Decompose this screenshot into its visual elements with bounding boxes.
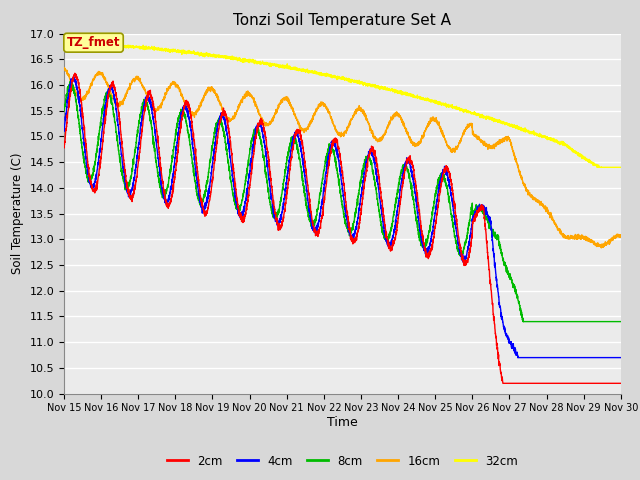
8cm (406, 181, 414, 187)
8cm (216, 118, 223, 124)
2cm (180, 108, 188, 114)
32cm (406, 92, 414, 98)
4cm (216, 115, 223, 121)
2cm (617, 381, 625, 386)
8cm (617, 319, 625, 324)
Line: 8cm: 8cm (64, 82, 621, 322)
Line: 32cm: 32cm (64, 41, 621, 168)
2cm (564, 381, 572, 386)
Line: 4cm: 4cm (64, 76, 621, 358)
2cm (216, 120, 223, 126)
32cm (595, 165, 602, 170)
8cm (60, 108, 68, 114)
2cm (60, 145, 68, 151)
Line: 16cm: 16cm (64, 68, 621, 248)
4cm (617, 355, 625, 360)
32cm (617, 165, 625, 170)
8cm (617, 319, 625, 324)
4cm (514, 355, 522, 360)
16cm (617, 233, 625, 239)
4cm (397, 182, 404, 188)
32cm (564, 144, 572, 150)
Title: Tonzi Soil Temperature Set A: Tonzi Soil Temperature Set A (234, 13, 451, 28)
32cm (216, 54, 223, 60)
Legend: 2cm, 4cm, 8cm, 16cm, 32cm: 2cm, 4cm, 8cm, 16cm, 32cm (162, 450, 523, 472)
8cm (564, 319, 572, 324)
16cm (216, 101, 223, 107)
2cm (617, 381, 625, 386)
Text: TZ_fmet: TZ_fmet (67, 36, 120, 49)
2cm (499, 381, 507, 386)
16cm (617, 233, 625, 239)
4cm (564, 355, 572, 360)
32cm (397, 88, 404, 94)
16cm (60, 66, 68, 72)
Line: 2cm: 2cm (64, 73, 621, 384)
16cm (61, 65, 68, 71)
32cm (617, 165, 625, 170)
4cm (60, 128, 68, 133)
2cm (71, 71, 79, 76)
16cm (180, 97, 188, 103)
4cm (617, 355, 625, 360)
16cm (406, 139, 414, 144)
16cm (598, 245, 605, 251)
16cm (397, 116, 404, 122)
8cm (519, 319, 527, 324)
32cm (60, 40, 68, 46)
8cm (66, 79, 74, 85)
4cm (406, 165, 414, 171)
8cm (397, 171, 404, 177)
2cm (406, 159, 414, 165)
X-axis label: Time: Time (327, 416, 358, 429)
Y-axis label: Soil Temperature (C): Soil Temperature (C) (11, 153, 24, 275)
32cm (180, 50, 188, 56)
4cm (180, 107, 188, 112)
16cm (564, 233, 572, 239)
8cm (180, 109, 188, 115)
32cm (65, 38, 73, 44)
2cm (397, 195, 404, 201)
4cm (70, 73, 77, 79)
